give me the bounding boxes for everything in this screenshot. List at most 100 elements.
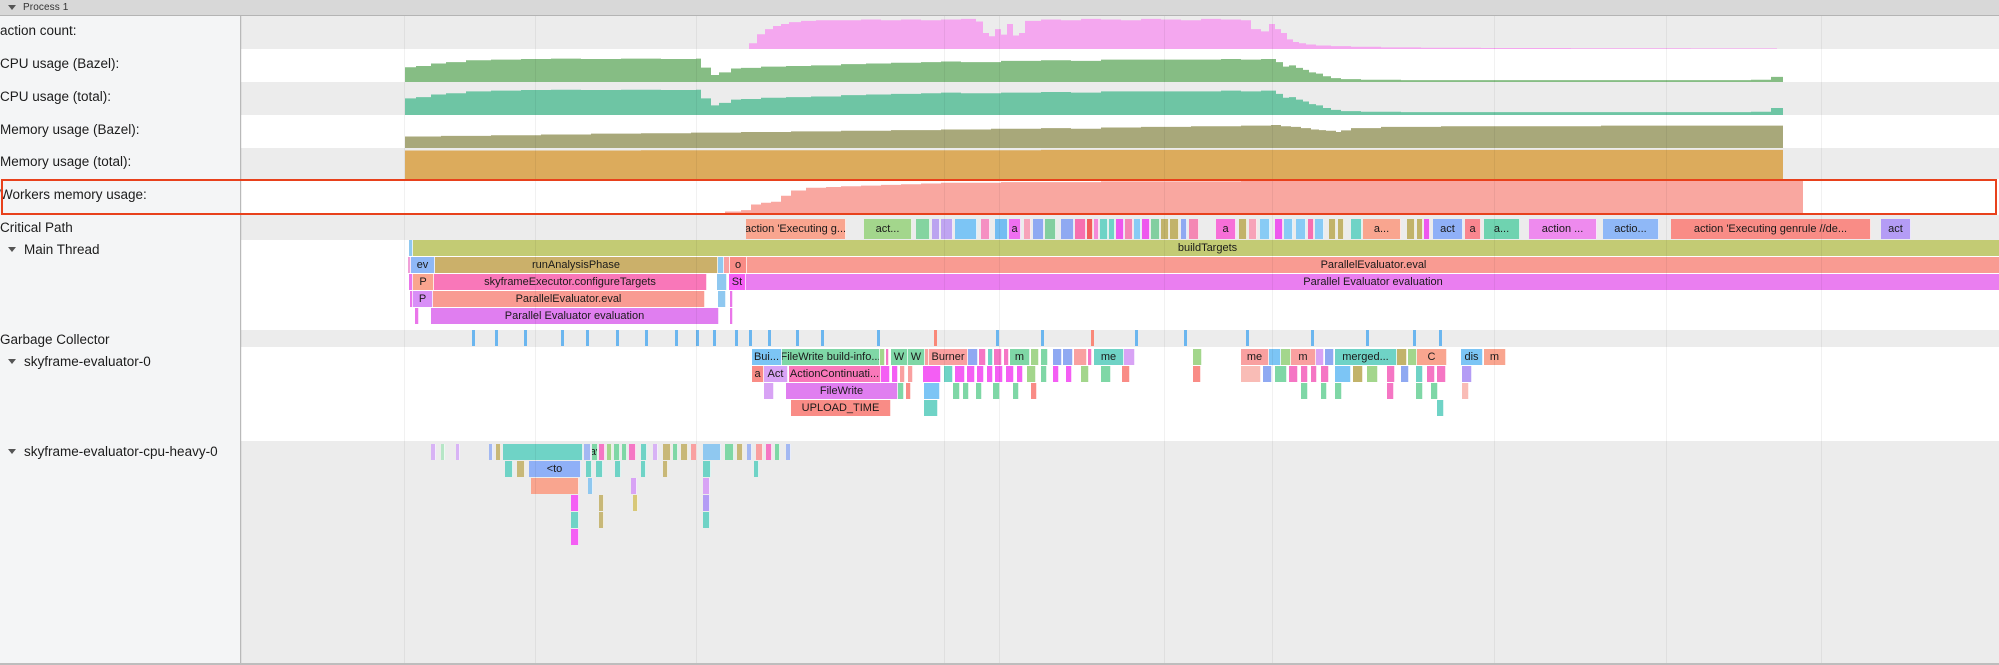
cpu-heavy-box[interactable] xyxy=(599,495,604,511)
skyframe-evaluator-box[interactable] xyxy=(1321,383,1327,399)
skyframe-evaluator-box[interactable] xyxy=(1311,366,1317,382)
skyframe-evaluator-box[interactable] xyxy=(764,383,774,399)
main-thread-box[interactable]: Parallel Evaluator evaluation xyxy=(431,308,719,324)
cpu-heavy-box[interactable] xyxy=(588,478,593,494)
skyframe-evaluator-box[interactable] xyxy=(994,349,1002,365)
skyframe-evaluator-box[interactable]: m xyxy=(1291,349,1316,365)
cpu-heavy-box[interactable] xyxy=(517,461,525,477)
skyframe-evaluator-box[interactable] xyxy=(1353,366,1363,382)
critical-path-box[interactable] xyxy=(941,219,953,239)
critical-path-box[interactable]: a xyxy=(1465,219,1481,239)
skyframe-evaluator-box[interactable]: C xyxy=(1417,349,1447,365)
caret-down-icon[interactable] xyxy=(8,358,16,364)
skyframe-evaluator-box[interactable] xyxy=(1027,366,1036,382)
skyframe-evaluator-box[interactable] xyxy=(881,366,890,382)
main-thread-box[interactable] xyxy=(730,291,733,307)
skyframe-evaluator-box[interactable] xyxy=(1387,366,1395,382)
skyframe-evaluator-box[interactable]: W xyxy=(908,349,925,365)
skyframe-evaluator-box[interactable]: Act xyxy=(764,366,788,382)
critical-path-box[interactable] xyxy=(1142,219,1150,239)
cpu-heavy-box[interactable] xyxy=(663,461,668,477)
cpu-heavy-box[interactable] xyxy=(505,461,513,477)
main-thread-box[interactable]: ParallelEvaluator.eval xyxy=(747,257,1999,273)
cpu-heavy-box[interactable] xyxy=(786,444,791,460)
skyframe-evaluator-box[interactable] xyxy=(979,349,986,365)
main-thread-box[interactable] xyxy=(730,308,733,324)
cpu-heavy-box[interactable] xyxy=(531,478,579,494)
cpu-heavy-box[interactable] xyxy=(614,444,620,460)
cpu-heavy-box[interactable] xyxy=(754,461,759,477)
critical-path-box[interactable]: a... xyxy=(1484,219,1520,239)
skyframe-evaluator-box[interactable] xyxy=(1462,366,1472,382)
cpu-heavy-box[interactable] xyxy=(703,444,721,460)
critical-path-box[interactable] xyxy=(1424,219,1430,239)
skyframe-evaluator-box[interactable] xyxy=(1074,349,1087,365)
skyframe-evaluator-box[interactable] xyxy=(1031,349,1039,365)
skyframe-evaluator-box[interactable] xyxy=(944,366,953,382)
main-thread-box[interactable]: skyframeExecutor.configureTargets xyxy=(434,274,707,290)
skyframe-evaluator-box[interactable] xyxy=(924,383,940,399)
critical-path-box[interactable] xyxy=(1407,219,1415,239)
critical-path-box[interactable] xyxy=(1075,219,1086,239)
skyframe-evaluator-box[interactable] xyxy=(1241,366,1261,382)
skyframe-evaluator-box[interactable]: ActionContinuati... xyxy=(789,366,881,382)
skyframe-evaluator-box[interactable] xyxy=(1335,366,1351,382)
critical-path-box[interactable] xyxy=(1260,219,1270,239)
main-thread-box[interactable] xyxy=(718,291,726,307)
skyframe-evaluator-box[interactable] xyxy=(977,366,984,382)
critical-path-box[interactable]: a xyxy=(1009,219,1021,239)
skyframe-evaluator-box[interactable] xyxy=(1416,383,1423,399)
gc-tick[interactable] xyxy=(1366,330,1369,346)
cpu-heavy-box[interactable] xyxy=(584,444,591,460)
gc-tick[interactable] xyxy=(561,330,564,346)
main-thread-box[interactable]: runAnalysisPhase xyxy=(435,257,718,273)
critical-path-box[interactable] xyxy=(1134,219,1141,239)
main-thread-box[interactable] xyxy=(415,308,419,324)
main-thread-box[interactable]: Parallel Evaluator evaluation xyxy=(746,274,1999,290)
skyframe-evaluator-box[interactable] xyxy=(1193,349,1202,365)
main-thread-box[interactable] xyxy=(718,257,724,273)
gc-tick[interactable] xyxy=(1041,330,1044,346)
cpu-heavy-box[interactable] xyxy=(747,444,752,460)
skyframe-evaluator-box[interactable] xyxy=(1053,349,1062,365)
cpu-heavy-box[interactable]: <to xyxy=(529,461,581,477)
skyframe-evaluator-box[interactable] xyxy=(1081,366,1089,382)
critical-path-box[interactable] xyxy=(1351,219,1362,239)
skyframe-evaluator-box[interactable] xyxy=(925,349,929,365)
critical-path-box[interactable] xyxy=(1151,219,1160,239)
skyframe-evaluator-box[interactable] xyxy=(1004,349,1009,365)
skyframe-evaluator-box[interactable] xyxy=(1335,383,1342,399)
skyframe-evaluator-box[interactable] xyxy=(900,366,905,382)
skyframe-evaluator-box[interactable]: m xyxy=(1484,349,1506,365)
critical-path-box[interactable] xyxy=(1284,219,1293,239)
cpu-heavy-box[interactable] xyxy=(653,444,658,460)
cpu-heavy-box[interactable] xyxy=(633,495,638,511)
skyframe-evaluator-box[interactable] xyxy=(1053,366,1059,382)
critical-path-box[interactable] xyxy=(1329,219,1336,239)
critical-path-box[interactable] xyxy=(1189,219,1199,239)
gc-tick[interactable] xyxy=(1091,330,1094,346)
main-thread-box[interactable]: P xyxy=(413,291,433,307)
main-thread-box[interactable] xyxy=(409,274,413,290)
main-thread-box[interactable]: ev xyxy=(411,257,435,273)
critical-path-box[interactable] xyxy=(1087,219,1093,239)
skyframe-evaluator-box[interactable] xyxy=(1269,349,1281,365)
gc-tick[interactable] xyxy=(1246,330,1249,346)
main-thread-box[interactable]: o xyxy=(730,257,747,273)
skyframe-evaluator-box[interactable] xyxy=(1437,400,1444,416)
critical-path-box[interactable] xyxy=(1239,219,1247,239)
caret-down-icon[interactable] xyxy=(8,448,16,454)
cpu-heavy-box[interactable]: jav xyxy=(592,444,598,460)
skyframe-evaluator-box[interactable] xyxy=(1193,366,1201,382)
skyframe-evaluator-box[interactable] xyxy=(1427,366,1435,382)
skyframe-evaluator-box[interactable]: FileWrite xyxy=(786,383,898,399)
main-thread-box[interactable]: St xyxy=(729,274,746,290)
skyframe-evaluator-box[interactable]: me xyxy=(1241,349,1269,365)
critical-path-box[interactable]: actio... xyxy=(1603,219,1659,239)
skyframe-evaluator-box[interactable] xyxy=(1321,366,1329,382)
gc-tick[interactable] xyxy=(934,330,937,346)
main-thread-box[interactable] xyxy=(410,291,413,307)
critical-path-box[interactable] xyxy=(1116,219,1124,239)
skyframe-evaluator-box[interactable]: Bui... xyxy=(752,349,782,365)
cpu-heavy-box[interactable] xyxy=(629,444,636,460)
